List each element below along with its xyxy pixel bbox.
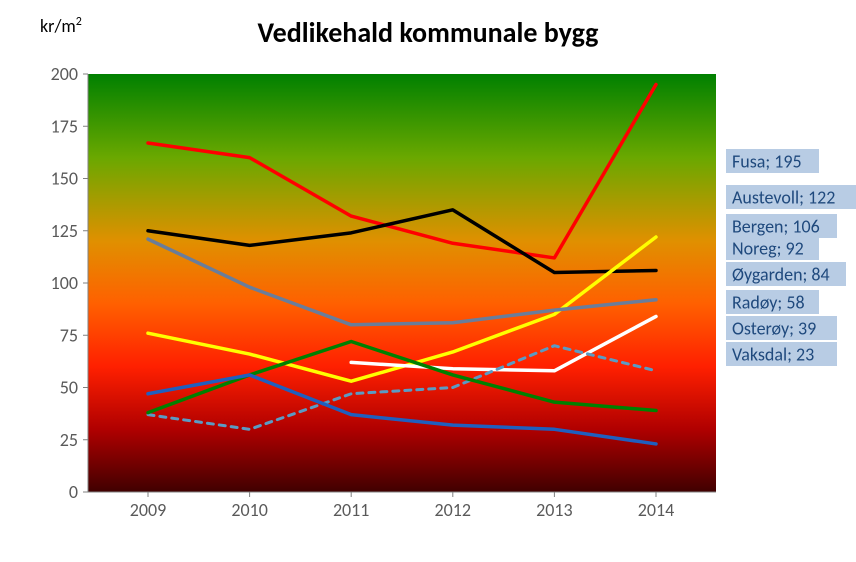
y-tick-label: 200	[51, 63, 78, 85]
x-tick-label: 2010	[231, 499, 268, 521]
x-tick-label: 2013	[536, 499, 573, 521]
end-label-austevoll: Austevoll; 122	[732, 186, 835, 208]
end-label-øygarden: Øygarden; 84	[732, 263, 830, 285]
end-label-vaksdal: Vaksdal; 23	[732, 343, 814, 365]
y-tick-label: 125	[51, 220, 78, 242]
y-tick-label: 75	[60, 324, 78, 346]
y-tick-label: 0	[69, 481, 78, 503]
y-tick-label: 25	[60, 429, 78, 451]
y-tick-label: 175	[51, 115, 78, 137]
x-tick-label: 2014	[638, 499, 675, 521]
x-tick-label: 2011	[333, 499, 370, 521]
y-axis-title: kr/m2	[40, 15, 82, 37]
y-tick-label: 100	[51, 272, 78, 294]
y-tick-label: 150	[51, 168, 78, 190]
x-tick-label: 2012	[435, 499, 472, 521]
chart-svg: kr/m2 Vedlikehald kommunale bygg 0 25 50 75 10…	[0, 0, 856, 562]
chart-container: { "title": "Vedlikehald kommunale bygg",…	[0, 0, 856, 562]
plot-area	[88, 74, 716, 492]
y-tick-label: 50	[60, 377, 78, 399]
x-tick-label: 2009	[130, 499, 167, 521]
end-label-noreg: Noreg; 92	[732, 237, 804, 259]
end-label-fusa: Fusa; 195	[732, 150, 802, 172]
end-label-osterøy: Osterøy; 39	[732, 317, 816, 339]
end-label-bergen: Bergen; 106	[732, 215, 820, 237]
end-label-radøy: Radøy; 58	[732, 291, 805, 313]
chart-title: Vedlikehald kommunale bygg	[258, 15, 599, 50]
